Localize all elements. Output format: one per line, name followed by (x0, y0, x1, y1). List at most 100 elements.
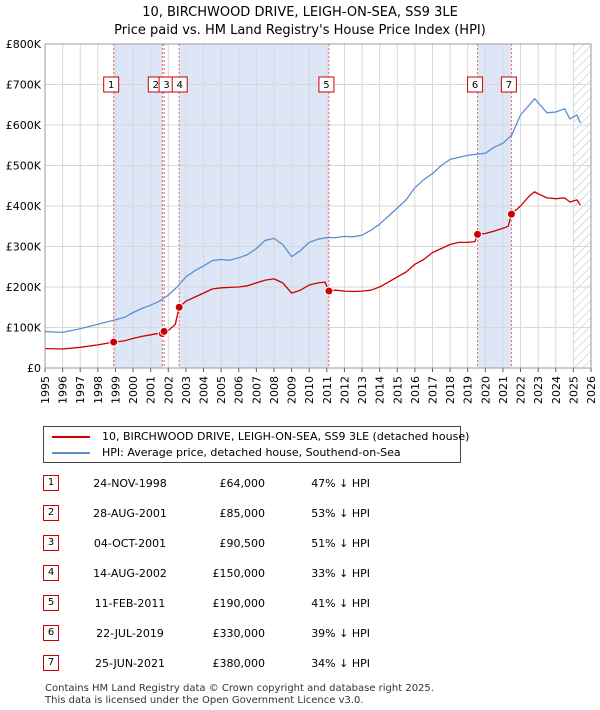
sale-label-number: 1 (108, 80, 114, 91)
x-tick-label: 2009 (286, 376, 299, 404)
x-tick-label: 2015 (391, 376, 404, 404)
x-tick-label: 1998 (92, 376, 105, 404)
sale-number-badge: 5 (43, 595, 59, 611)
x-tick-label: 2005 (215, 376, 228, 404)
sale-hpi-diff: 39% ↓ HPI (311, 627, 370, 640)
sale-date: 04-OCT-2001 (93, 537, 167, 550)
table-row: 5 11-FEB-2011 £190,000 41% ↓ HPI (0, 595, 600, 615)
footer-licence: This data is licensed under the Open Gov… (45, 695, 364, 706)
sale-price: £150,000 (212, 567, 266, 580)
sale-label-number: 3 (163, 80, 169, 91)
legend-label-hpi: HPI: Average price, detached house, Sout… (102, 446, 401, 459)
y-tick-label: £700K (6, 79, 42, 92)
sale-label-number: 7 (506, 80, 512, 91)
sale-label-box (171, 76, 188, 93)
sale-label-box (318, 76, 335, 93)
x-tick-label: 2008 (268, 376, 281, 404)
sale-number-badge: 6 (43, 625, 59, 641)
y-tick-label: £200K (6, 281, 42, 294)
sale-number-badge: 1 (43, 475, 59, 491)
sale-price: £90,500 (219, 537, 266, 550)
sale-price: £330,000 (212, 627, 266, 640)
table-row: 1 24-NOV-1998 £64,000 47% ↓ HPI (0, 475, 600, 495)
x-tick-label: 2004 (198, 376, 211, 404)
y-tick-label: £800K (6, 38, 42, 51)
x-tick-label: 2018 (444, 376, 457, 404)
x-tick-label: 2013 (356, 376, 369, 404)
sale-date: 22-JUL-2019 (96, 627, 164, 640)
sale-hpi-diff: 51% ↓ HPI (311, 537, 370, 550)
x-tick-label: 1995 (39, 376, 52, 404)
table-row: 3 04-OCT-2001 £90,500 51% ↓ HPI (0, 535, 600, 555)
x-tick-label: 1996 (57, 376, 70, 404)
sale-point (473, 229, 483, 239)
sale-label-number: 5 (323, 80, 329, 91)
x-tick-label: 2006 (233, 376, 246, 404)
x-tick-label: 2026 (585, 376, 598, 404)
y-tick-label: £300K (6, 241, 42, 254)
y-tick-label: £600K (6, 119, 42, 132)
sale-point (109, 337, 119, 347)
sale-hpi-diff: 34% ↓ HPI (311, 657, 370, 670)
x-tick-label: 2001 (145, 376, 158, 404)
legend-swatch-hpi (52, 452, 90, 454)
table-row: 2 28-AUG-2001 £85,000 53% ↓ HPI (0, 505, 600, 525)
x-tick-label: 2025 (567, 376, 580, 404)
sale-number-badge: 7 (43, 655, 59, 671)
sale-label-number: 2 (153, 80, 159, 91)
table-row: 7 25-JUN-2021 £380,000 34% ↓ HPI (0, 655, 600, 675)
sale-label-box (103, 76, 120, 93)
x-tick-label: 1999 (109, 376, 122, 404)
sale-label-box (467, 76, 484, 93)
sale-point (159, 326, 169, 336)
sale-price: £64,000 (219, 477, 266, 490)
chart-title: 10, BIRCHWOOD DRIVE, LEIGH-ON-SEA, SS9 3… (142, 5, 458, 20)
table-row: 4 14-AUG-2002 £150,000 33% ↓ HPI (0, 565, 600, 585)
x-tick-label: 2016 (409, 376, 422, 404)
sale-hpi-diff: 41% ↓ HPI (311, 597, 370, 610)
x-tick-label: 2022 (515, 376, 528, 404)
y-tick-label: £100K (6, 322, 42, 335)
legend-label-property: 10, BIRCHWOOD DRIVE, LEIGH-ON-SEA, SS9 3… (102, 430, 470, 443)
sale-price: £190,000 (212, 597, 266, 610)
sale-price: £380,000 (212, 657, 266, 670)
x-tick-label: 2002 (162, 376, 175, 404)
x-tick-label: 2011 (321, 376, 334, 404)
x-tick-label: 1997 (74, 376, 87, 404)
x-tick-label: 2019 (462, 376, 475, 404)
y-tick-label: £500K (6, 160, 42, 173)
sale-date: 28-AUG-2001 (93, 507, 167, 520)
sale-label-number: 4 (177, 80, 183, 91)
sale-price: £85,000 (219, 507, 266, 520)
y-tick-label: £0 (27, 362, 41, 375)
x-tick-label: 2024 (550, 376, 563, 404)
x-tick-label: 2014 (374, 376, 387, 404)
sale-hpi-diff: 33% ↓ HPI (311, 567, 370, 580)
x-tick-label: 2007 (250, 376, 263, 404)
chart-legend: 10, BIRCHWOOD DRIVE, LEIGH-ON-SEA, SS9 3… (43, 426, 469, 463)
sale-date: 25-JUN-2021 (94, 657, 166, 670)
hpi-series-line (44, 98, 581, 334)
sale-point (506, 209, 516, 219)
sale-number-badge: 4 (43, 565, 59, 581)
y-tick-label: £400K (6, 200, 42, 213)
x-tick-label: 2023 (532, 376, 545, 404)
footer-copyright: Contains HM Land Registry data © Crown c… (45, 683, 434, 694)
plot-border (44, 43, 592, 369)
x-tick-label: 2017 (426, 376, 439, 404)
sale-point (174, 302, 184, 312)
chart-subtitle: Price paid vs. HM Land Registry's House … (114, 23, 486, 38)
table-row: 6 22-JUL-2019 £330,000 39% ↓ HPI (0, 625, 600, 645)
sale-label-box (500, 76, 517, 93)
x-tick-label: 2000 (127, 376, 140, 404)
x-tick-label: 2010 (303, 376, 316, 404)
legend-swatch-property (52, 436, 90, 438)
sale-point (324, 286, 334, 296)
sale-hpi-diff: 53% ↓ HPI (311, 507, 370, 520)
sale-date: 24-NOV-1998 (93, 477, 167, 490)
sale-label-number: 6 (472, 80, 478, 91)
sale-hpi-diff: 47% ↓ HPI (311, 477, 370, 490)
x-tick-label: 2003 (180, 376, 193, 404)
sale-date: 11-FEB-2011 (94, 597, 166, 610)
